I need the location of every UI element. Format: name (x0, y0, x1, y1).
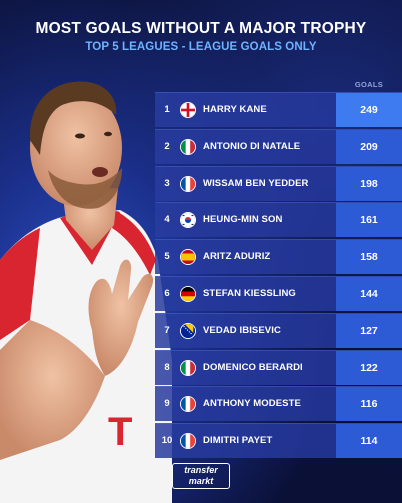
rank-number: 8 (164, 361, 170, 373)
table-row: 4 HEUNG-MIN SON 161 (155, 202, 402, 238)
player-name: HARRY KANE (203, 104, 267, 115)
goals-column-header: GOALS (354, 80, 384, 89)
logo-line-2: markt (188, 476, 214, 486)
table-row: 5 ARITZ ADURIZ 158 (155, 239, 402, 275)
player-photo: T (0, 81, 172, 503)
table-row: 6 STEFAN KIESSLING 144 (155, 275, 402, 311)
rank-number: 7 (164, 324, 170, 336)
goals-value: 198 (336, 166, 402, 201)
table-row: 7 VEDAD IBISEVIC 127 (155, 312, 402, 348)
goals-value: 209 (336, 129, 402, 164)
rank-number: 4 (164, 214, 170, 226)
france-flag-icon (180, 433, 196, 450)
table-row: 2 ANTONIO DI NATALE 209 (155, 128, 402, 164)
rank-number: 6 (164, 287, 170, 299)
goals-value: 249 (336, 93, 402, 127)
goals-value: 122 (336, 350, 402, 385)
rank-number: 1 (164, 104, 170, 115)
rank-number: 10 (161, 435, 173, 447)
table-row: 10 DIMITRI PAYET 114 (155, 423, 402, 459)
player-name: HEUNG-MIN SON (203, 214, 283, 226)
table-row: 3 WISSAM BEN YEDDER 198 (155, 165, 402, 201)
rank-number: 3 (164, 177, 170, 189)
table-row: 8 DOMENICO BERARDI 122 (155, 349, 402, 385)
rank-number: 2 (164, 140, 170, 152)
france-flag-icon (180, 175, 196, 192)
bosnia-flag-icon (180, 322, 196, 339)
south-korea-flag-icon (180, 212, 196, 229)
goals-value: 114 (336, 424, 402, 459)
france-flag-icon (180, 396, 196, 413)
table-row: 9 ANTHONY MODESTE 116 (155, 386, 402, 422)
player-name: WISSAM BEN YEDDER (203, 177, 309, 189)
player-name: ANTHONY MODESTE (203, 398, 301, 410)
germany-flag-icon (180, 285, 196, 302)
italy-flag-icon (180, 359, 196, 376)
table-row: 1 HARRY KANE 249 (155, 92, 402, 127)
player-name: ANTONIO DI NATALE (203, 140, 301, 152)
page-subtitle: TOP 5 LEAGUES - LEAGUE GOALS ONLY (85, 41, 317, 53)
goals-value: 144 (336, 276, 402, 311)
goals-value: 161 (336, 203, 402, 238)
svg-text:T: T (108, 410, 132, 454)
transfermarkt-logo: transfer markt (172, 463, 230, 489)
italy-flag-icon (180, 138, 196, 155)
ranking-table: 1 HARRY KANE 249 2 ANTONIO DI NATALE 209… (155, 92, 402, 460)
goals-value: 158 (336, 240, 402, 275)
goals-value: 116 (336, 387, 402, 422)
spain-flag-icon (180, 249, 196, 266)
player-name: VEDAD IBISEVIC (203, 324, 281, 336)
rank-number: 9 (164, 398, 170, 410)
rank-number: 5 (164, 251, 170, 263)
player-name: ARITZ ADURIZ (203, 251, 271, 263)
player-name: STEFAN KIESSLING (203, 287, 296, 299)
page-title: MOST GOALS WITHOUT A MAJOR TROPHY (35, 20, 367, 37)
goals-value: 127 (336, 313, 402, 348)
player-name: DOMENICO BERARDI (203, 361, 303, 373)
player-name: DIMITRI PAYET (203, 435, 273, 447)
england-flag-icon (180, 102, 196, 118)
logo-line-1: transfer (184, 465, 218, 475)
